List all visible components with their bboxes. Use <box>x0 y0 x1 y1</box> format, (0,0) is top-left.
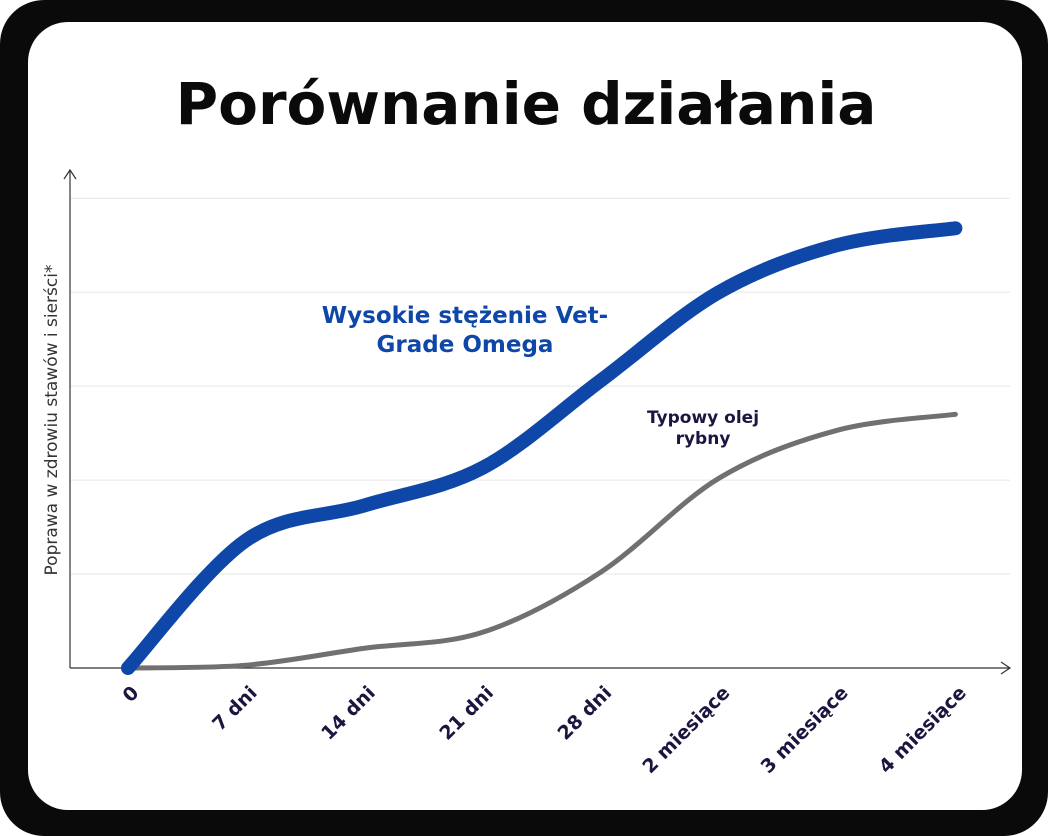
card <box>28 22 1022 810</box>
y-axis <box>63 168 77 668</box>
y-axis-label: Poprawa w zdrowiu stawów i sierści* <box>42 265 62 576</box>
chart-title: Porównanie działania <box>176 70 877 138</box>
series-line <box>125 411 958 671</box>
series-label: Wysokie stężenie Vet-Grade Omega <box>321 303 609 358</box>
series-line <box>121 221 963 675</box>
series-label: Typowy olej rybny <box>646 408 760 450</box>
